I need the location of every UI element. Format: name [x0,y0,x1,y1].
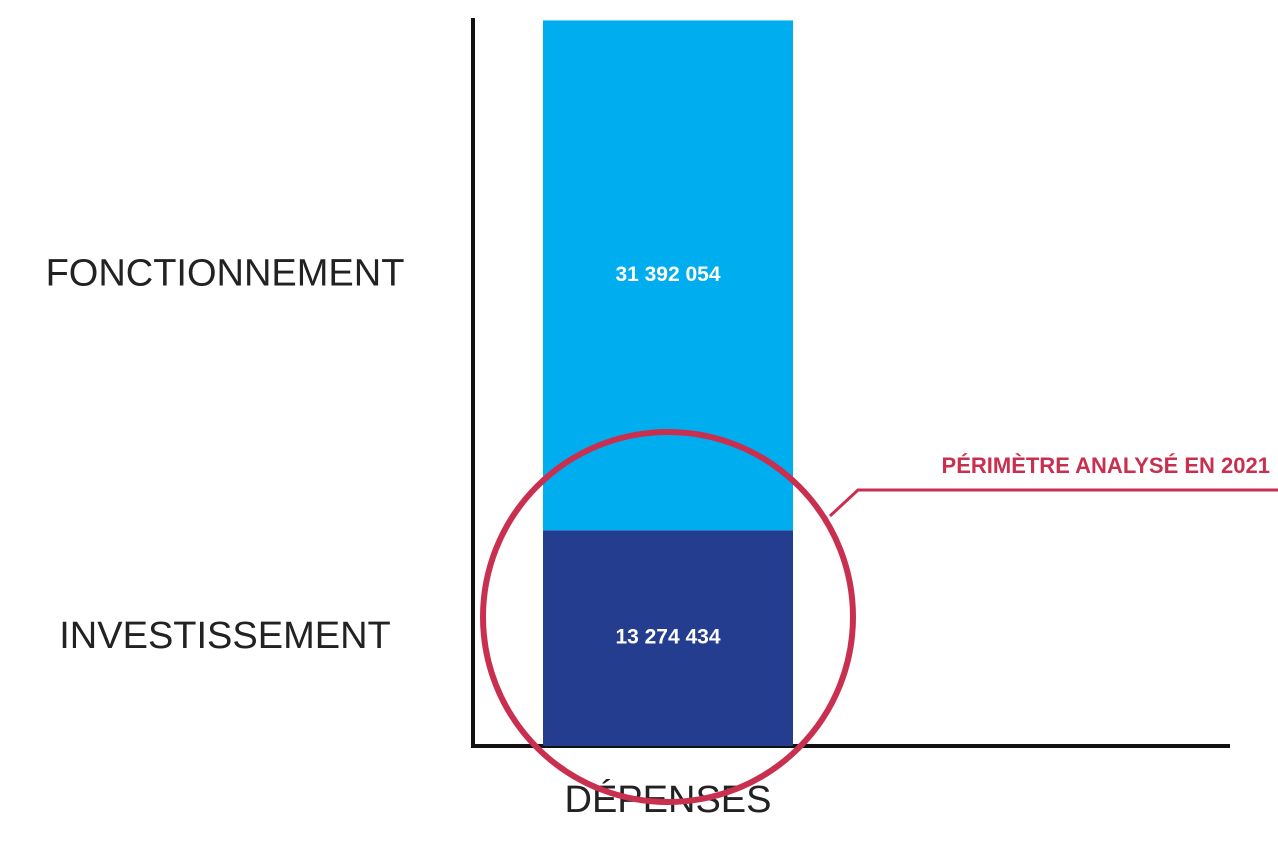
series-label: FONCTIONNEMENT [46,252,405,294]
leader-line [828,488,1278,518]
highlight-circle [480,429,856,805]
value-label: 13 274 434 [615,626,720,649]
value-label: 31 392 054 [615,263,720,286]
bars: 13 274 434 INVESTISSEMENT 31 392 054 FONCTI… [46,20,793,821]
bar-segment [543,20,793,531]
annotation-group: PÉRIMÈTRE ANALYSÉ EN 2021 [480,429,1278,805]
annotation: PÉRIMÈTRE ANALYSÉ EN 2021 [942,453,1270,478]
series-label: INVESTISSEMENT [59,615,391,657]
bar-segment [543,530,793,746]
